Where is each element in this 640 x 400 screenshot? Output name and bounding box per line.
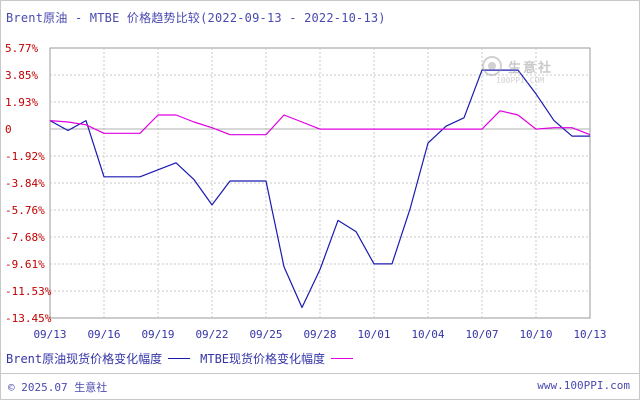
footer-copyright: © 2025.07 生意社 <box>8 381 108 394</box>
y-tick-label: -9.61% <box>5 258 45 271</box>
x-tick-label: 09/13 <box>33 328 66 341</box>
x-tick-label: 10/07 <box>465 328 498 341</box>
x-tick-label: 09/19 <box>141 328 174 341</box>
footer-divider <box>0 373 640 374</box>
y-tick-label: -3.84% <box>5 177 45 190</box>
shengyishe-logo-icon <box>482 56 502 76</box>
chart-title: Brent原油 - MTBE 价格趋势比较(2022-09-13 - 2022-… <box>6 11 386 25</box>
x-tick-label: 09/16 <box>87 328 120 341</box>
watermark: 生意社 100PPI.COM <box>482 56 553 85</box>
y-tick-label: -13.45% <box>5 312 52 325</box>
legend-swatch-mtbe <box>331 358 354 359</box>
footer-site-link[interactable]: www.100PPI.com <box>537 379 630 392</box>
legend-swatch-brent <box>168 358 191 359</box>
x-tick-label: 10/13 <box>573 328 606 341</box>
y-tick-label: 5.77% <box>5 42 38 55</box>
x-tick-label: 09/25 <box>249 328 282 341</box>
y-tick-label: -11.53% <box>5 285 52 298</box>
x-tick-label: 10/04 <box>411 328 444 341</box>
legend-label-brent: Brent原油现货价格变化幅度 <box>6 352 163 366</box>
x-tick-label: 09/28 <box>303 328 336 341</box>
y-tick-label: -1.92% <box>5 150 45 163</box>
y-tick-label: -5.76% <box>5 204 45 217</box>
y-tick-label: 3.85% <box>5 69 38 82</box>
x-tick-label: 09/22 <box>195 328 228 341</box>
y-tick-label: -7.68% <box>5 231 45 244</box>
series-line-mtbe <box>49 110 591 136</box>
y-tick-label: 1.93% <box>5 96 38 109</box>
y-tick-label: 0 <box>5 123 12 136</box>
x-tick-label: 10/10 <box>519 328 552 341</box>
legend-label-mtbe: MTBE现货价格变化幅度 <box>200 352 326 366</box>
watermark-url: 100PPI.COM <box>496 76 545 85</box>
watermark-name: 生意社 <box>508 60 554 76</box>
legend: Brent原油现货价格变化幅度 MTBE现货价格变化幅度 <box>6 350 363 367</box>
x-tick-label: 10/01 <box>357 328 390 341</box>
